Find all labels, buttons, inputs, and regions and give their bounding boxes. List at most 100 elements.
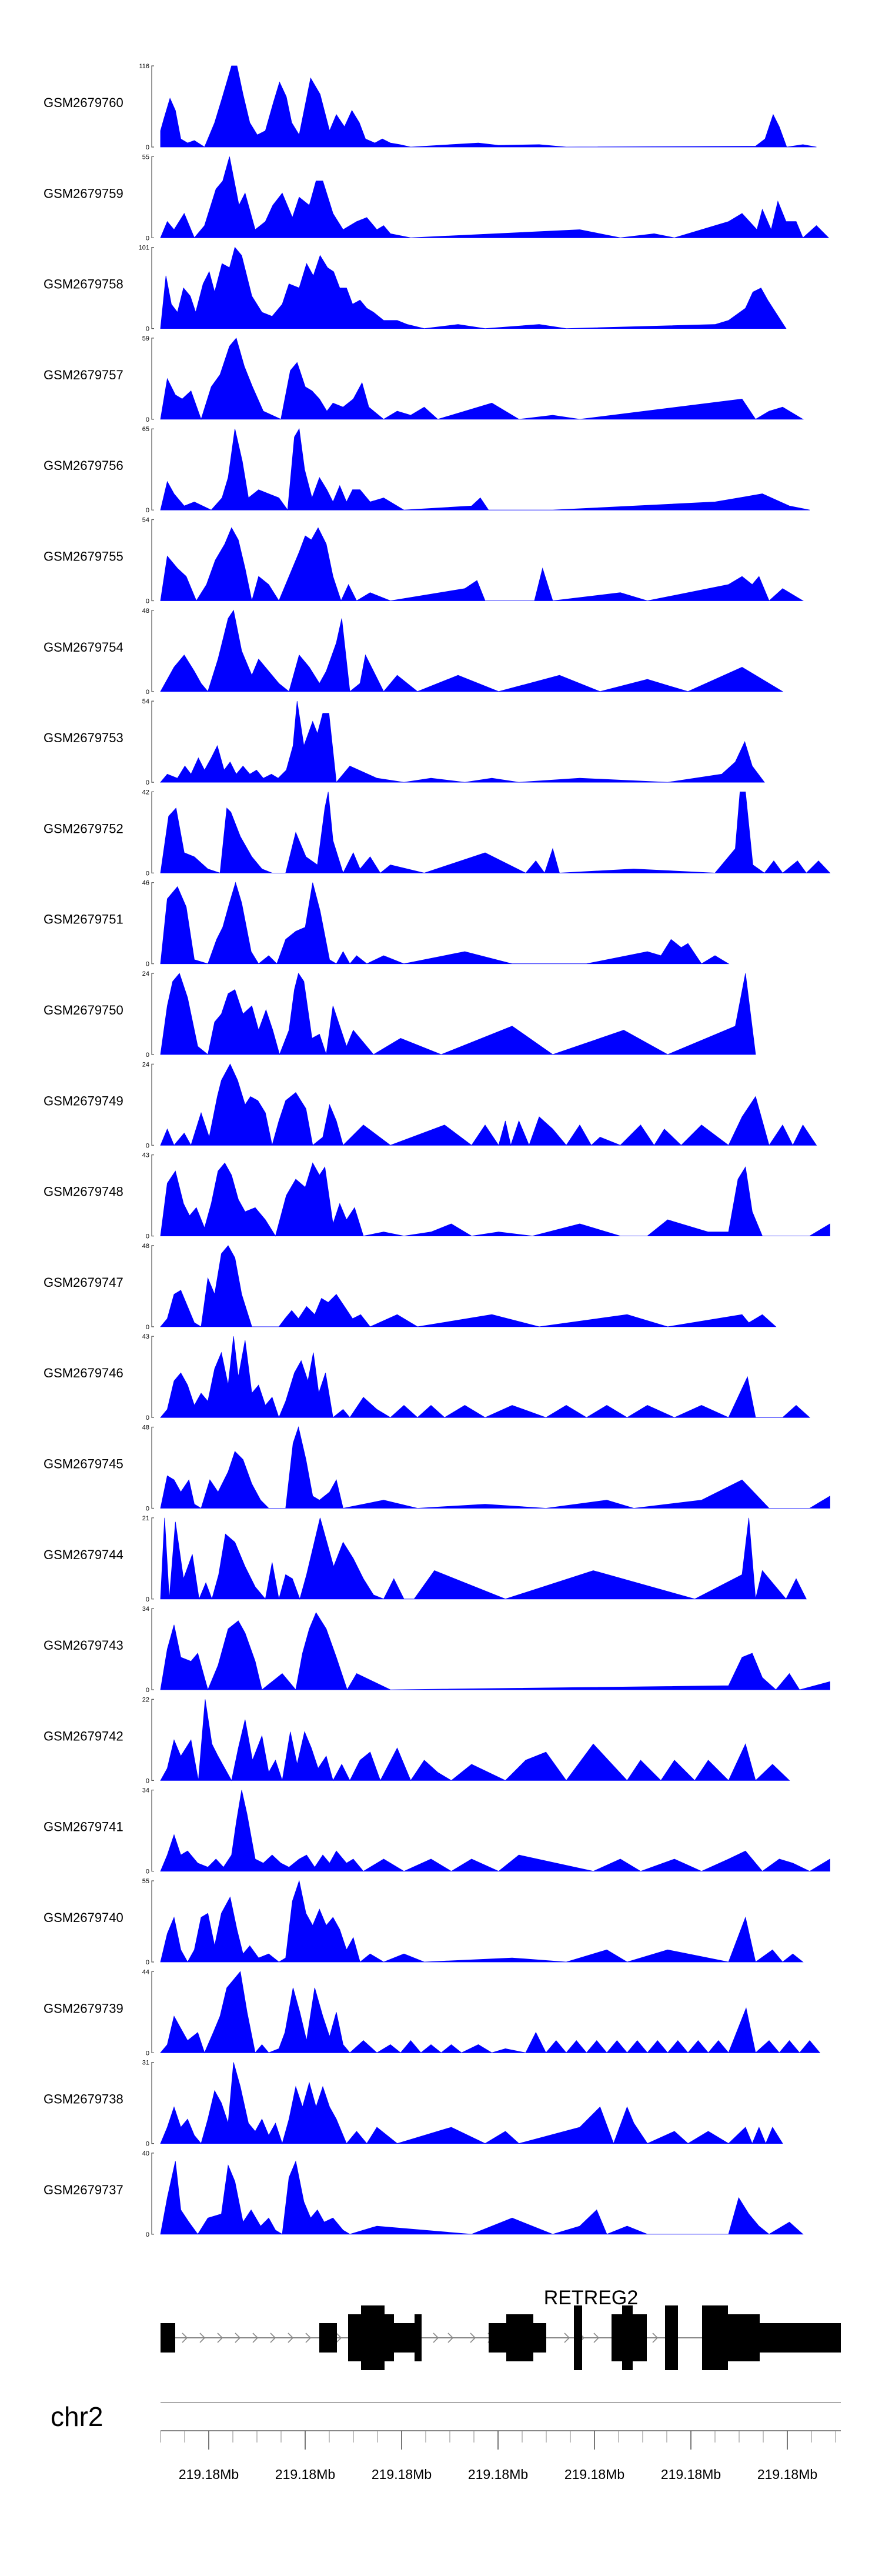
track-label: GSM2679753 bbox=[44, 730, 123, 745]
coverage-area bbox=[160, 1971, 821, 2054]
track-ymin-label: 0 bbox=[146, 1324, 149, 1331]
exon-block bbox=[665, 2305, 678, 2370]
axis-tick-label: 219.18Mb bbox=[179, 2467, 239, 2482]
exon-block bbox=[574, 2305, 582, 2370]
track-ymin-label: 0 bbox=[146, 1142, 149, 1149]
track-ymax-label: 24 bbox=[142, 1061, 149, 1068]
axis-tick-label: 219.18Mb bbox=[757, 2467, 817, 2482]
strand-chevron bbox=[433, 2333, 439, 2343]
strand-chevron bbox=[652, 2333, 659, 2343]
track-GSM2679744: GSM2679744 21 0 bbox=[44, 1515, 807, 1603]
track-y-axis bbox=[151, 1336, 154, 1418]
track-y-axis bbox=[151, 247, 154, 329]
track-ymin-label: 0 bbox=[146, 961, 149, 968]
exon-block bbox=[385, 2314, 394, 2361]
strand-chevron bbox=[593, 2333, 600, 2343]
track-GSM2679753: GSM2679753 54 0 bbox=[44, 698, 765, 786]
track-y-axis bbox=[151, 882, 154, 965]
exon-block bbox=[489, 2323, 506, 2353]
exon-block bbox=[702, 2305, 728, 2370]
track-GSM2679739: GSM2679739 44 0 bbox=[44, 1968, 821, 2057]
track-GSM2679738: GSM2679738 31 0 bbox=[44, 2060, 783, 2148]
track-ymax-label: 22 bbox=[142, 1696, 149, 1703]
track-ymax-label: 43 bbox=[142, 1152, 149, 1159]
exon-block bbox=[415, 2314, 422, 2361]
track-GSM2679737: GSM2679737 40 0 bbox=[44, 2150, 804, 2238]
track-y-axis bbox=[151, 1971, 154, 2053]
coverage-area bbox=[160, 246, 787, 329]
track-y-axis bbox=[151, 1880, 154, 1963]
track-label: GSM2679740 bbox=[44, 1910, 123, 1925]
track-ymax-label: 48 bbox=[142, 1243, 149, 1250]
track-label: GSM2679752 bbox=[44, 821, 123, 836]
coverage-area bbox=[160, 973, 756, 1056]
track-y-axis bbox=[151, 1426, 154, 1509]
track-y-axis bbox=[151, 338, 154, 420]
track-ymax-label: 42 bbox=[142, 789, 149, 796]
track-ymin-label: 0 bbox=[146, 1959, 149, 1966]
track-label: GSM2679750 bbox=[44, 1003, 123, 1017]
track-y-axis bbox=[151, 610, 154, 692]
exon-block bbox=[161, 2323, 175, 2353]
track-label: GSM2679754 bbox=[44, 640, 123, 655]
coverage-area bbox=[160, 428, 810, 511]
axis-tick-label: 219.18Mb bbox=[372, 2467, 432, 2482]
track-GSM2679750: GSM2679750 24 0 bbox=[44, 970, 756, 1059]
gene-model: RETREG2 bbox=[161, 2287, 841, 2370]
exon-blocks bbox=[161, 2305, 841, 2370]
track-ymin-label: 0 bbox=[146, 689, 149, 696]
track-y-axis bbox=[151, 156, 154, 238]
track-ymin-label: 0 bbox=[146, 870, 149, 877]
track-label: GSM2679739 bbox=[44, 2001, 123, 2016]
exon-block bbox=[633, 2314, 647, 2361]
track-GSM2679749: GSM2679749 24 0 bbox=[44, 1061, 817, 1149]
axis-ticks bbox=[160, 2431, 836, 2450]
axis-tick-label: 219.18Mb bbox=[564, 2467, 624, 2482]
track-GSM2679756: GSM2679756 65 0 bbox=[44, 426, 810, 514]
track-ymin-label: 0 bbox=[146, 1233, 149, 1240]
coverage-area bbox=[160, 701, 765, 783]
track-GSM2679740: GSM2679740 55 0 bbox=[44, 1878, 804, 1966]
strand-chevron bbox=[447, 2333, 454, 2343]
strand-chevron bbox=[199, 2333, 206, 2343]
axis-tick-label: 219.18Mb bbox=[468, 2467, 528, 2482]
strand-chevron bbox=[270, 2333, 276, 2343]
strand-chevron bbox=[252, 2333, 259, 2343]
track-label: GSM2679758 bbox=[44, 277, 123, 292]
track-y-axis bbox=[151, 973, 154, 1055]
track-y-axis bbox=[151, 1063, 154, 1146]
track-ymax-label: 55 bbox=[142, 154, 149, 161]
track-label: GSM2679742 bbox=[44, 1729, 123, 1743]
strand-chevron bbox=[336, 2333, 342, 2343]
track-label: GSM2679743 bbox=[44, 1638, 123, 1653]
track-ymax-label: 31 bbox=[142, 2060, 149, 2067]
track-y-axis bbox=[151, 1517, 154, 1600]
track-GSM2679745: GSM2679745 48 0 bbox=[44, 1424, 830, 1513]
track-label: GSM2679747 bbox=[44, 1275, 123, 1290]
axis-tick-label: 219.18Mb bbox=[275, 2467, 335, 2482]
track-ymax-label: 48 bbox=[142, 608, 149, 615]
track-label: GSM2679755 bbox=[44, 549, 123, 564]
track-ymax-label: 59 bbox=[142, 335, 149, 342]
coverage-area bbox=[160, 1245, 777, 1327]
coverage-area bbox=[160, 1336, 811, 1419]
track-ymax-label: 34 bbox=[142, 1606, 149, 1613]
coverage-tracks: GSM2679760 116 0 GSM2679759 55 0 GSM2679758 101… bbox=[44, 63, 831, 2238]
track-ymax-label: 65 bbox=[142, 426, 149, 433]
track-y-axis bbox=[151, 1790, 154, 1872]
track-ymax-label: 46 bbox=[142, 880, 149, 887]
track-y-axis bbox=[151, 65, 154, 148]
track-y-axis bbox=[151, 700, 154, 783]
strand-chevron bbox=[288, 2333, 294, 2343]
exon-block bbox=[760, 2323, 841, 2353]
track-ymax-label: 116 bbox=[139, 63, 149, 70]
coverage-area bbox=[160, 609, 784, 692]
track-label: GSM2679757 bbox=[44, 368, 123, 382]
track-ymax-label: 54 bbox=[142, 698, 149, 705]
track-ymin-label: 0 bbox=[146, 507, 149, 514]
track-y-axis bbox=[151, 519, 154, 602]
track-y-axis bbox=[151, 1699, 154, 1781]
track-y-axis bbox=[151, 1154, 154, 1237]
track-ymin-label: 0 bbox=[146, 2141, 149, 2148]
track-GSM2679758: GSM2679758 101 0 bbox=[44, 245, 787, 333]
